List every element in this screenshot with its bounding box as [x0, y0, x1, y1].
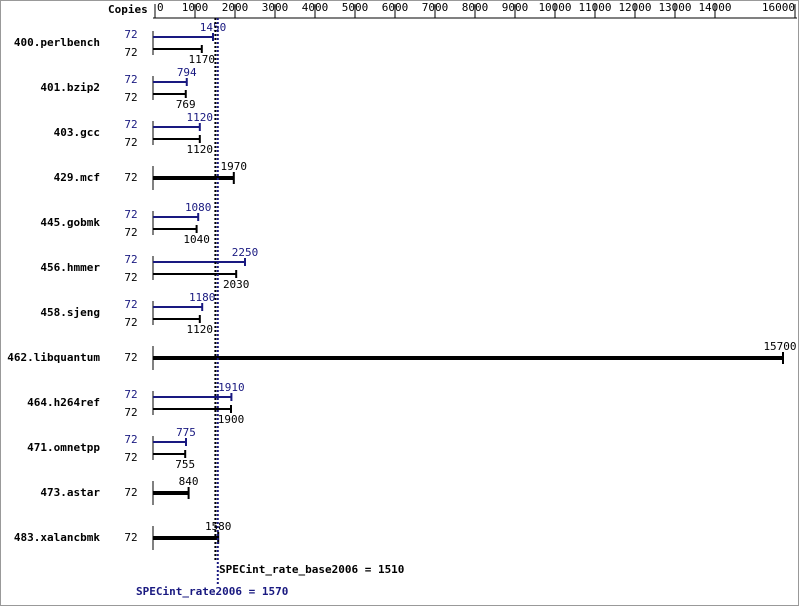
copies-label: 72 [124, 118, 137, 131]
x-tick-label: 4000 [302, 1, 329, 14]
bar [153, 261, 245, 263]
x-tick-label: 14000 [698, 1, 731, 14]
bar [153, 48, 202, 50]
x-tick-label: 1000 [182, 1, 209, 14]
value-label: 769 [176, 98, 196, 111]
copies-label: 72 [124, 351, 137, 364]
value-label: 1910 [218, 381, 245, 394]
bar [153, 491, 189, 495]
reference-label: SPECint_rate2006 = 1570 [136, 585, 288, 598]
bar [153, 36, 213, 38]
x-tick-label: 8000 [462, 1, 489, 14]
bar [153, 356, 783, 360]
bar [153, 93, 186, 95]
copies-label: 72 [124, 226, 137, 239]
value-label: 2030 [223, 278, 250, 291]
x-tick-label: 6000 [382, 1, 409, 14]
value-label: 1170 [189, 53, 216, 66]
value-label: 1180 [189, 291, 216, 304]
category-label: 471.omnetpp [27, 441, 100, 454]
x-tick-label: 12000 [618, 1, 651, 14]
category-label: 473.astar [40, 486, 100, 499]
value-label: 1120 [187, 143, 214, 156]
x-tick-label: 13000 [658, 1, 691, 14]
bar [153, 408, 231, 410]
copies-label: 72 [124, 253, 137, 266]
copies-label: 72 [124, 73, 137, 86]
category-label: 403.gcc [54, 126, 100, 139]
x-tick-label: 5000 [342, 1, 369, 14]
category-label: 401.bzip2 [40, 81, 100, 94]
bar [153, 318, 200, 320]
bar [153, 306, 203, 308]
copies-label: 72 [124, 298, 137, 311]
value-label: 1120 [187, 111, 214, 124]
copies-label: 72 [124, 531, 137, 544]
x-tick-label: 0 [157, 1, 164, 14]
value-label: 755 [175, 458, 195, 471]
value-label: 15700 [763, 340, 796, 353]
copies-label: 72 [124, 451, 137, 464]
bar [153, 453, 186, 455]
bar [153, 441, 186, 443]
category-label: 429.mcf [54, 171, 100, 184]
copies-label: 72 [124, 91, 137, 104]
copies-header: Copies [108, 3, 148, 16]
category-label: 462.libquantum [7, 351, 100, 364]
value-label: 1040 [183, 233, 210, 246]
copies-label: 72 [124, 433, 137, 446]
copies-label: 72 [124, 136, 137, 149]
value-label: 794 [177, 66, 197, 79]
value-label: 840 [179, 475, 199, 488]
copies-label: 72 [124, 406, 137, 419]
copies-label: 72 [124, 46, 137, 59]
reference-label: SPECint_rate_base2006 = 1510 [219, 563, 404, 576]
category-label: 456.hmmer [40, 261, 100, 274]
bar [153, 273, 237, 275]
category-label: 458.sjeng [40, 306, 100, 319]
copies-label: 72 [124, 271, 137, 284]
copies-label: 72 [124, 208, 137, 221]
copies-label: 72 [124, 316, 137, 329]
bar [153, 126, 200, 128]
category-label: 445.gobmk [40, 216, 100, 229]
category-label: 464.h264ref [27, 396, 100, 409]
value-label: 1080 [185, 201, 212, 214]
x-tick-label: 7000 [422, 1, 449, 14]
value-label: 1450 [200, 21, 227, 34]
bar [153, 176, 234, 180]
bar [153, 536, 219, 540]
copies-label: 72 [124, 28, 137, 41]
value-label: 1900 [218, 413, 245, 426]
value-label: 1120 [187, 323, 214, 336]
x-tick-label: 11000 [578, 1, 611, 14]
copies-label: 72 [124, 171, 137, 184]
bar [153, 81, 187, 83]
x-tick-label: 10000 [538, 1, 571, 14]
bar [153, 138, 200, 140]
category-label: 400.perlbench [14, 36, 100, 49]
value-label: 2250 [232, 246, 259, 259]
copies-label: 72 [124, 388, 137, 401]
bar [153, 216, 199, 218]
x-tick-label: 2000 [222, 1, 249, 14]
category-label: 483.xalancbmk [14, 531, 100, 544]
x-tick-label: 3000 [262, 1, 289, 14]
value-label: 1970 [221, 160, 248, 173]
bar [153, 396, 232, 398]
x-tick-label: 9000 [502, 1, 529, 14]
value-label: 775 [176, 426, 196, 439]
x-tick-label: 16000 [762, 1, 795, 14]
copies-label: 72 [124, 486, 137, 499]
bar [153, 228, 197, 230]
